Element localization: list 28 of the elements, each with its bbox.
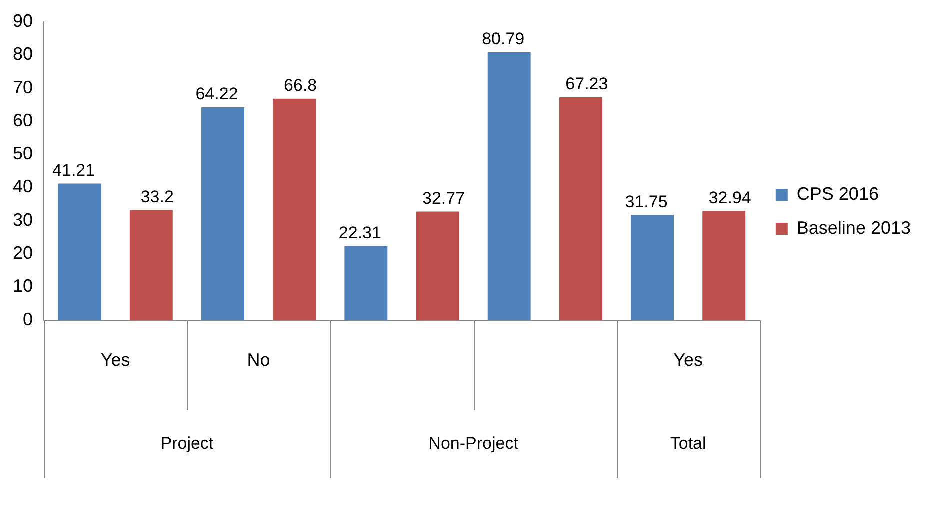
text: Non-Project xyxy=(428,434,519,454)
y-tick-label: 20 xyxy=(12,243,34,264)
x-tick-label: Yes xyxy=(100,350,130,370)
data-label: 32.94 xyxy=(708,188,752,208)
text: Project xyxy=(160,434,214,454)
data-label: 32.77 xyxy=(422,188,466,208)
data-label: 80.79 xyxy=(482,30,525,49)
data-label: 22.31 xyxy=(338,224,382,243)
y-tick-label: 10 xyxy=(12,276,34,296)
text: Total xyxy=(670,434,706,454)
y-tick-label: 0 xyxy=(23,309,34,330)
y-tick-label: 30 xyxy=(12,210,34,230)
y-tick-label: 80 xyxy=(12,44,34,64)
y-tick-label: 70 xyxy=(12,77,34,98)
data-label: 31.75 xyxy=(625,192,668,212)
data-label: 41.21 xyxy=(52,160,96,180)
x-tick-label: No xyxy=(247,350,270,370)
y-tick-label: 60 xyxy=(12,110,34,130)
x-tick-label: Yes xyxy=(674,350,704,370)
y-tick-label: 90 xyxy=(12,10,34,31)
data-label: 64.22 xyxy=(196,84,238,104)
data-label: 66.8 xyxy=(284,76,318,96)
legend-label: Baseline 2013 xyxy=(796,218,912,238)
data-label: 33.2 xyxy=(140,188,174,207)
data-label: 67.23 xyxy=(566,74,608,94)
y-tick-label: 40 xyxy=(12,176,34,197)
y-tick-label: 50 xyxy=(12,144,34,164)
legend-label: CPS 2016 xyxy=(796,184,879,204)
